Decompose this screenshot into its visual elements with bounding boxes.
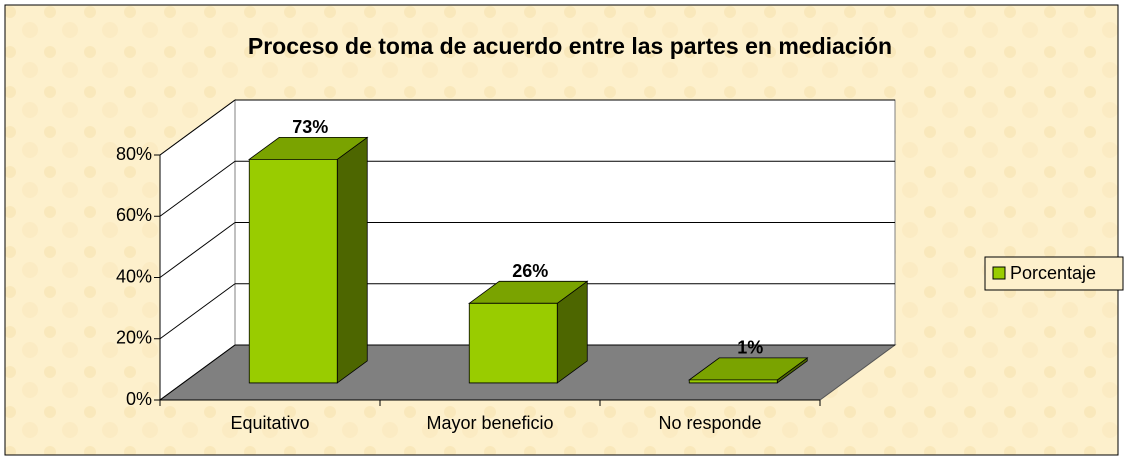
legend-label: Porcentaje <box>1010 263 1096 283</box>
legend-swatch <box>992 266 1006 280</box>
grid-line <box>159 344 236 401</box>
bar-front <box>248 158 338 384</box>
bar-front <box>468 302 558 384</box>
y-tick-label: 20% <box>116 328 152 348</box>
x-tick-label: Mayor beneficio <box>426 413 553 433</box>
y-tick-label: 60% <box>116 205 152 225</box>
data-label: 73% <box>292 117 328 137</box>
bar <box>468 280 589 384</box>
grid-line <box>159 99 236 156</box>
data-label: 1% <box>737 338 763 358</box>
grid-line <box>159 283 236 340</box>
chart-title: Proceso de toma de acuerdo entre las par… <box>248 33 892 59</box>
bar-front <box>688 379 778 384</box>
grid-line <box>159 222 236 278</box>
x-tick-label: Equitativo <box>230 413 309 433</box>
bar-side <box>336 136 368 384</box>
bar <box>248 136 369 384</box>
grid-line <box>159 160 236 217</box>
y-tick-label: 40% <box>116 266 152 286</box>
bar <box>688 357 809 384</box>
legend-box <box>984 256 1124 291</box>
x-tick-label: No responde <box>658 413 761 433</box>
data-label: 26% <box>512 261 548 281</box>
y-tick-label: 80% <box>116 144 152 164</box>
y-tick-label: 0% <box>126 389 152 409</box>
